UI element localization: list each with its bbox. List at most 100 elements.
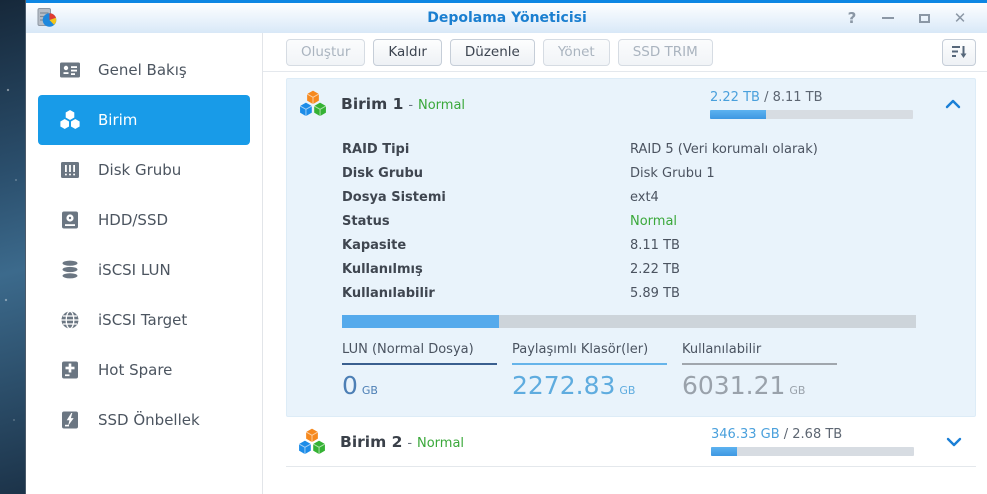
help-icon[interactable]: ?	[847, 9, 857, 27]
detail-label: Status	[342, 213, 390, 229]
usage-progress-bar	[710, 109, 913, 119]
volume-usage-block: 2.22 TB / 8.11 TB	[710, 90, 913, 119]
stat-unit: GB	[619, 384, 636, 397]
detail-value: 8.11 TB	[630, 237, 680, 253]
ssd-cache-icon	[62, 411, 78, 429]
detail-row: Disk Grubu Disk Grubu 1	[342, 161, 975, 185]
sidebar-item-label: Hot Spare	[98, 361, 173, 379]
capacity-usage-bar	[342, 315, 916, 328]
volume-status: Normal	[417, 435, 465, 451]
detail-row: Kullanılmış 2.22 TB	[342, 257, 975, 281]
detail-value: ext4	[630, 189, 659, 205]
sidebar-item-label: HDD/SSD	[98, 211, 169, 229]
status-separator: -	[407, 435, 413, 451]
sidebar-item-label: SSD Önbellek	[98, 411, 200, 429]
usage-total-text: / 8.11 TB	[764, 89, 823, 105]
toolbar: Oluştur Kaldır Düzenle Yönet SSD TRIM	[263, 33, 987, 72]
status-separator: -	[408, 98, 414, 113]
volume-stats: LUN (Normal Dosya) 0 GB Paylaşımlı Klasö…	[342, 342, 975, 400]
stat-unit: GB	[789, 384, 806, 397]
ssd-trim-button[interactable]: SSD TRIM	[617, 38, 713, 66]
volume-cubes-icon	[298, 426, 326, 455]
hdd-ssd-icon	[62, 211, 78, 229]
sidebar-item-hot-spare[interactable]: Hot Spare	[38, 345, 250, 395]
stat-shared-folders: Paylaşımlı Klasör(ler) 2272.83 GB	[512, 342, 667, 400]
close-icon[interactable]: ✕	[953, 9, 967, 27]
iscsi-lun-icon	[62, 260, 78, 279]
iscsi-target-icon	[61, 310, 79, 330]
volume-details: RAID Tipi RAID 5 (Veri korumalı olarak) …	[342, 137, 975, 305]
volume-title-group: Birim 2 - Normal	[340, 433, 464, 451]
duzenle-button[interactable]: Düzenle	[449, 38, 535, 66]
stat-label: LUN (Normal Dosya)	[342, 342, 497, 365]
volume-panel-birim-1: Birim 1 - Normal 2.22 TB / 8.11 TB	[286, 78, 976, 417]
collapse-all-button[interactable]	[942, 38, 976, 66]
volume-header-birim-2[interactable]: Birim 2 - Normal 346.33 GB / 2.68 TB	[286, 417, 976, 467]
usage-progress-bar	[711, 447, 914, 456]
stat-label: Paylaşımlı Klasör(ler)	[512, 342, 667, 365]
stat-available: Kullanılabilir 6031.21 GB	[682, 342, 837, 400]
sidebar-item-genel-bakis[interactable]: Genel Bakış	[38, 45, 250, 95]
main-area: Oluştur Kaldır Düzenle Yönet SSD TRIM	[263, 33, 987, 494]
detail-value: RAID 5 (Veri korumalı olarak)	[630, 141, 818, 157]
sidebar-item-hdd-ssd[interactable]: HDD/SSD	[38, 195, 250, 245]
detail-label: Kullanılmış	[342, 261, 423, 277]
stat-number: 0	[342, 371, 358, 400]
minimize-icon[interactable]	[880, 10, 896, 26]
sidebar-item-label: iSCSI Target	[98, 311, 188, 329]
stat-label: Kullanılabilir	[682, 342, 837, 365]
chevron-down-icon[interactable]	[946, 437, 962, 447]
overview-icon	[60, 62, 80, 78]
chevron-up-icon[interactable]	[945, 99, 961, 109]
volume-icon	[59, 108, 81, 131]
maximize-icon[interactable]	[916, 10, 932, 26]
usage-total-text: / 2.68 TB	[783, 427, 843, 442]
detail-value-status: Normal	[630, 213, 678, 229]
sidebar-item-disk-grubu[interactable]: Disk Grubu	[38, 145, 250, 195]
detail-label: Kullanılabilir	[342, 285, 435, 301]
hot-spare-icon	[62, 361, 78, 379]
stat-unit: GB	[361, 384, 378, 397]
sidebar-item-label: Disk Grubu	[98, 161, 182, 179]
stat-number: 2272.83	[512, 371, 616, 400]
stat-lun: LUN (Normal Dosya) 0 GB	[342, 342, 497, 400]
usage-used-text: 2.22 TB	[710, 89, 760, 105]
desktop-wallpaper	[0, 0, 25, 494]
sidebar-item-label: iSCSI LUN	[98, 261, 171, 279]
detail-value: 2.22 TB	[630, 261, 680, 277]
olustur-button[interactable]: Oluştur	[286, 38, 366, 66]
window-title: Depolama Yöneticisi	[427, 10, 587, 26]
storage-manager-app-icon	[37, 8, 57, 27]
detail-row: Kullanılabilir 5.89 TB	[342, 281, 975, 305]
volume-header-birim-1[interactable]: Birim 1 - Normal 2.22 TB / 8.11 TB	[287, 79, 975, 129]
detail-row: RAID Tipi RAID 5 (Veri korumalı olarak)	[342, 137, 975, 161]
sidebar-item-ssd-onbellek[interactable]: SSD Önbellek	[38, 395, 250, 445]
detail-value: 5.89 TB	[630, 285, 680, 301]
sidebar-item-iscsi-lun[interactable]: iSCSI LUN	[38, 245, 250, 295]
kaldir-button[interactable]: Kaldır	[373, 38, 442, 66]
volume-cubes-icon	[299, 89, 327, 118]
sidebar: Genel Bakış Birim	[26, 33, 263, 494]
volume-list: Birim 1 - Normal 2.22 TB / 8.11 TB	[263, 72, 987, 494]
window-controls: ? ✕	[844, 9, 968, 27]
stat-number: 6031.21	[682, 371, 786, 400]
storage-manager-window: Depolama Yöneticisi ? ✕	[25, 0, 987, 494]
volume-usage-block: 346.33 GB / 2.68 TB	[711, 427, 914, 456]
sidebar-item-label: Birim	[98, 111, 138, 129]
detail-label: Dosya Sistemi	[342, 189, 446, 205]
sidebar-item-birim[interactable]: Birim	[38, 95, 250, 145]
volume-status: Normal	[418, 98, 466, 113]
detail-label: Disk Grubu	[342, 165, 424, 181]
sidebar-item-iscsi-target[interactable]: iSCSI Target	[38, 295, 250, 345]
yonet-button[interactable]: Yönet	[542, 38, 610, 66]
usage-used-text: 346.33 GB	[711, 427, 780, 442]
sort-collapse-icon	[952, 46, 967, 58]
detail-row: Dosya Sistemi ext4	[342, 185, 975, 209]
sidebar-item-label: Genel Bakış	[98, 61, 187, 79]
detail-label: RAID Tipi	[342, 141, 410, 157]
detail-row: Status Normal	[342, 209, 975, 233]
detail-row: Kapasite 8.11 TB	[342, 233, 975, 257]
titlebar: Depolama Yöneticisi ? ✕	[26, 0, 987, 33]
detail-value: Disk Grubu 1	[630, 165, 715, 181]
